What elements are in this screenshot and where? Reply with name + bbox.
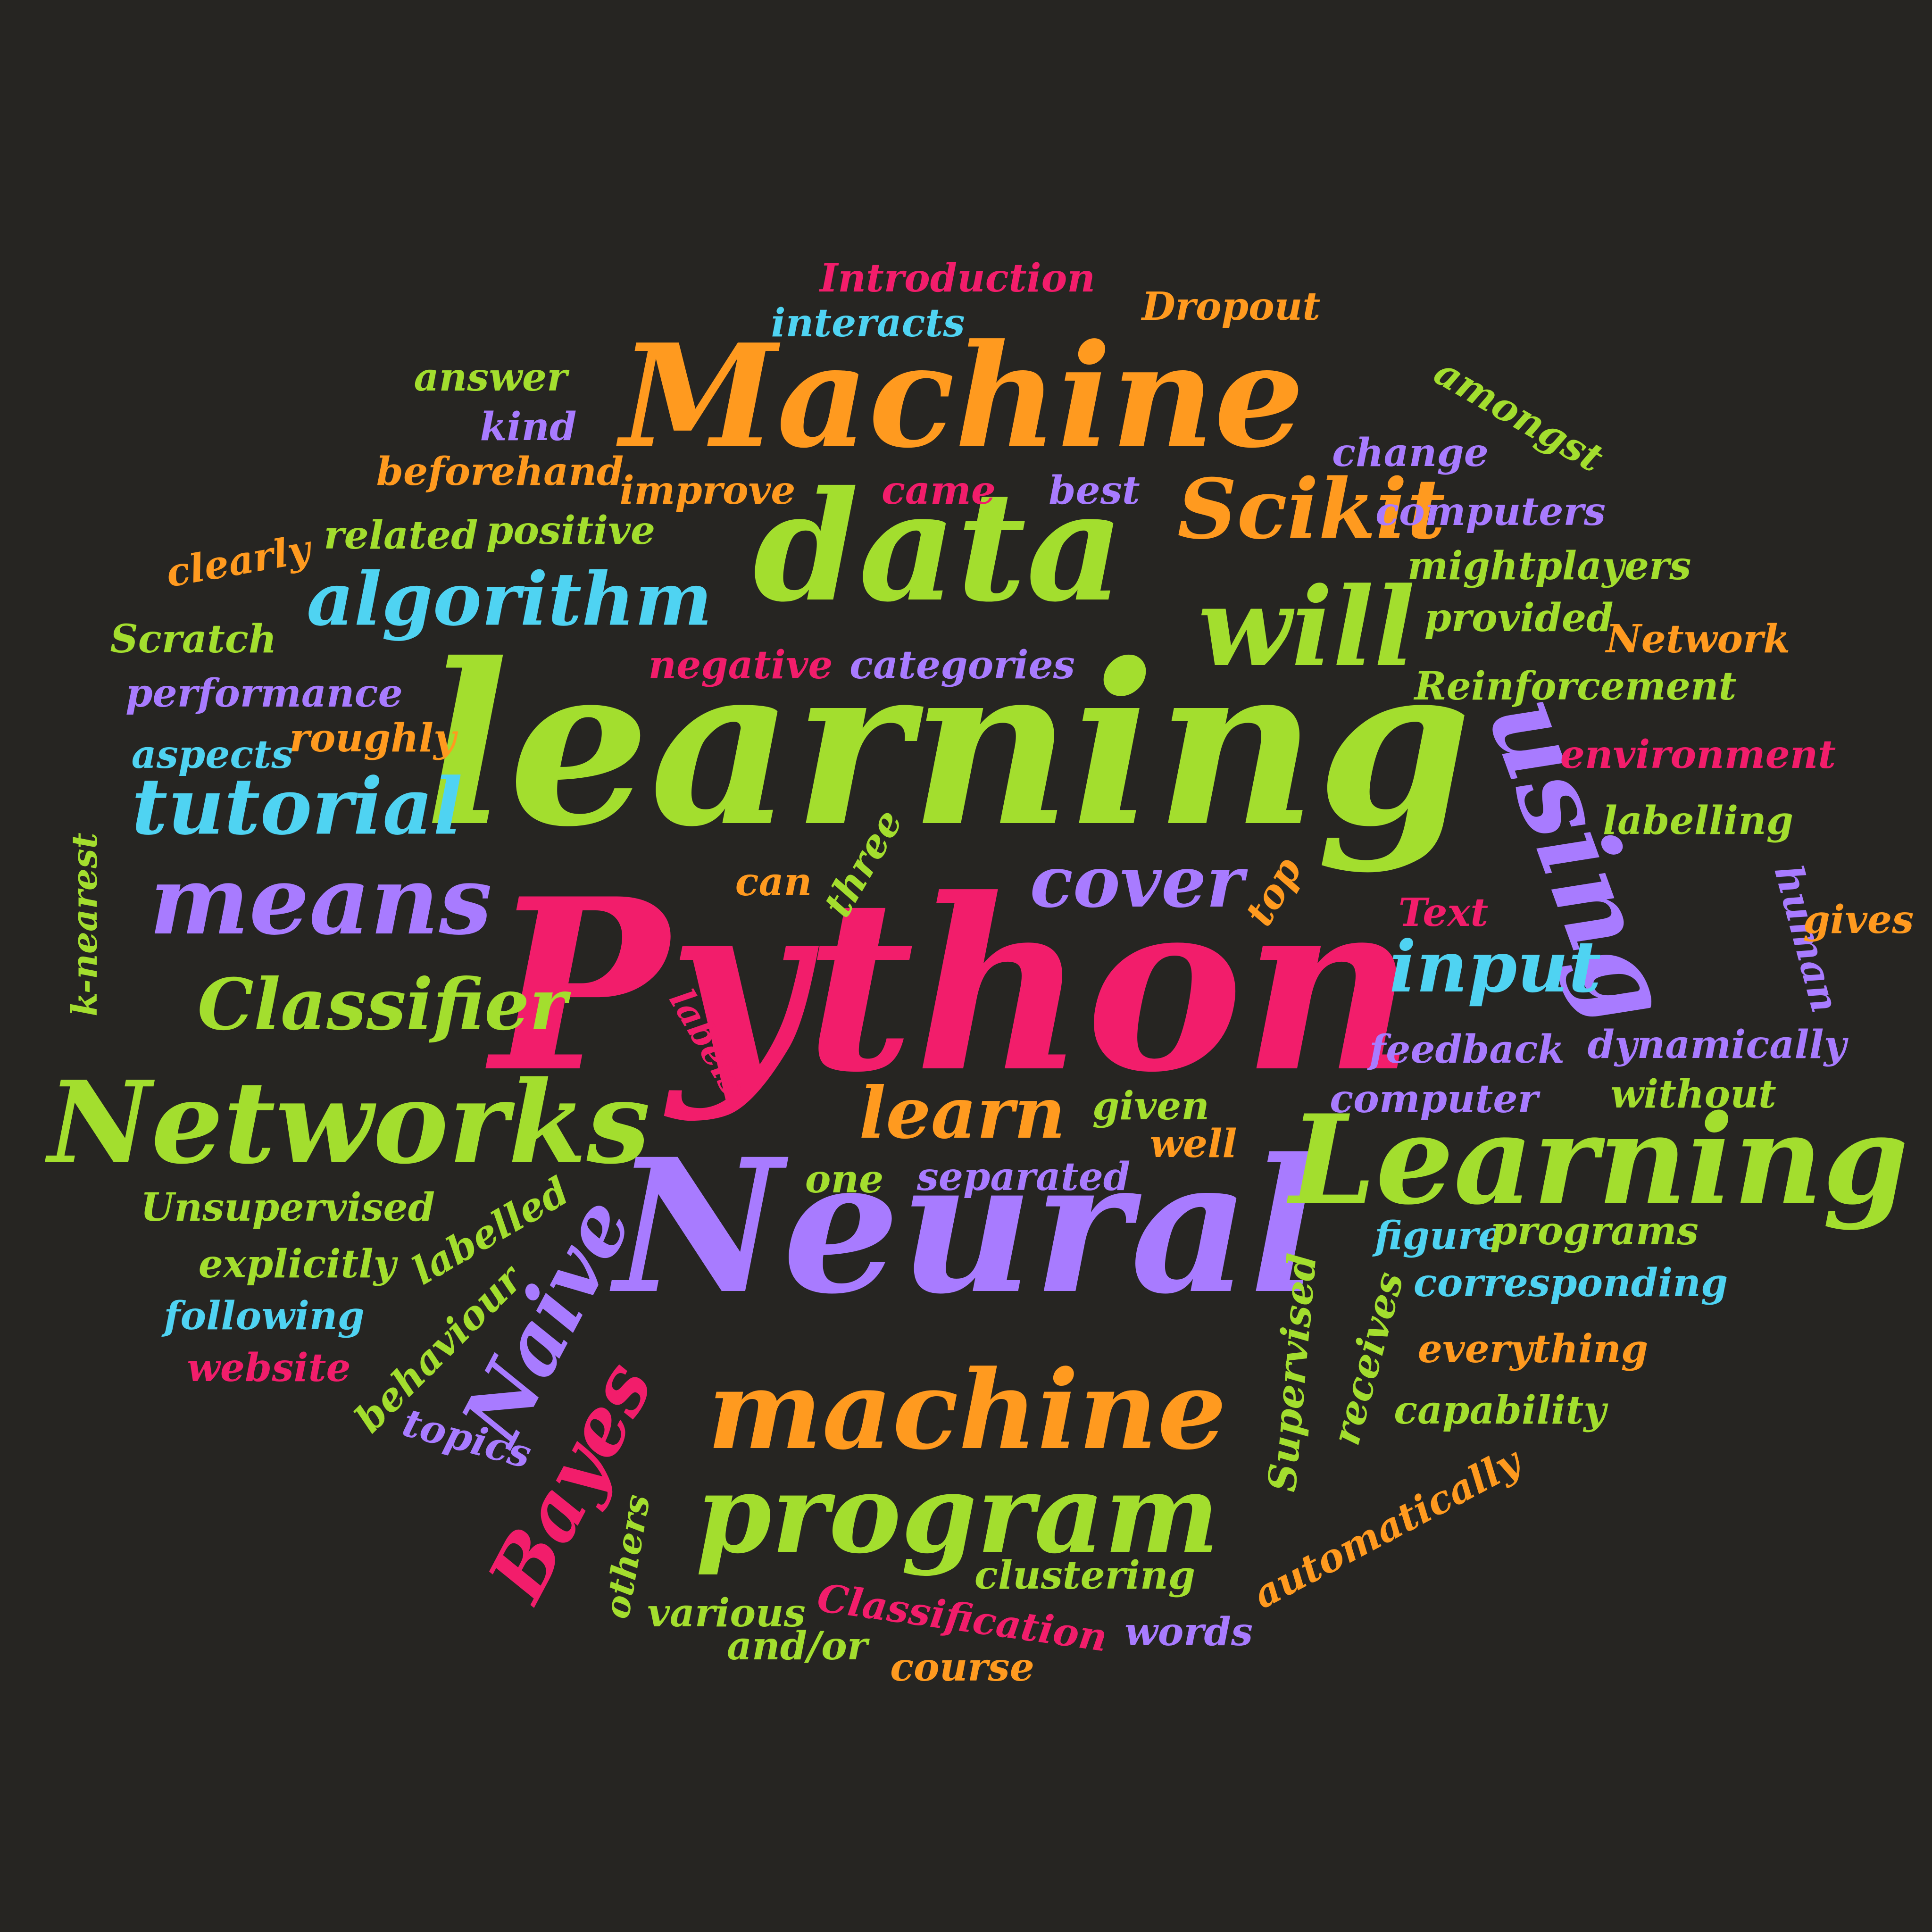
word-related: related [324, 513, 478, 558]
word-one: one [805, 1157, 884, 1202]
word-neural: Neural [614, 1118, 1320, 1334]
word-k-nearest: k-nearest [65, 833, 105, 1016]
word-unsupervised: Unsupervised [140, 1185, 435, 1230]
word-positive: positive [486, 508, 656, 553]
word-input: input [1389, 925, 1601, 1008]
word-without: without [1610, 1072, 1776, 1117]
word-course: course [890, 1645, 1034, 1690]
word-labelling: labelling [1602, 798, 1794, 843]
word-given: given [1092, 1083, 1209, 1129]
word-computers: computers [1375, 489, 1606, 534]
word-change: change [1332, 430, 1489, 475]
word-machine-title: Machine [620, 313, 1305, 479]
word-categories: categories [849, 642, 1075, 688]
word-website: website [187, 1345, 351, 1391]
word-learn: learn [859, 1072, 1066, 1155]
word-performance: performance [125, 671, 403, 716]
word-python: Python [491, 847, 1415, 1124]
word-negative: negative [648, 642, 833, 688]
word-explicitly: explicitly [198, 1241, 396, 1287]
word-computer: computer [1330, 1076, 1538, 1122]
word-corresponding: corresponding [1413, 1260, 1728, 1306]
word-classifier: Classifier [197, 963, 567, 1046]
word-can: can [735, 859, 812, 905]
word-kind: kind [480, 404, 577, 450]
word-came: came [882, 468, 996, 513]
word-machine: machine [707, 1347, 1227, 1474]
word-players: players [1535, 543, 1691, 589]
word-algorithm: algorithm [307, 556, 712, 642]
word-scikit: Scikit [1177, 461, 1445, 558]
word-scratch: Scratch [110, 616, 277, 662]
word-improve: improve [619, 468, 796, 513]
word-everything: everything [1417, 1326, 1649, 1372]
word-clustering: clustering [974, 1553, 1196, 1598]
word-will: will [1198, 564, 1416, 691]
word-learning-title: Learning [1289, 1088, 1909, 1232]
word-beforehand: beforehand [376, 449, 624, 494]
word-capability: capability [1394, 1388, 1606, 1433]
word-reinforcement: Reinforcement [1414, 664, 1737, 709]
word-dynamically: dynamically [1587, 1022, 1847, 1067]
word-network: Network [1606, 616, 1790, 662]
word-gives: gives [1803, 897, 1914, 942]
word-answer: answer [414, 355, 567, 400]
word-aspects: aspects [131, 732, 293, 777]
word-various: various [647, 1591, 806, 1636]
word-feedback: feedback [1369, 1027, 1565, 1072]
word-roughly: roughly [289, 716, 456, 761]
word-figure: figure [1374, 1213, 1503, 1258]
word-clearly: clearly [162, 526, 314, 597]
word-might: might [1407, 543, 1536, 589]
word-best: best [1049, 468, 1140, 513]
word-following: following [164, 1293, 365, 1339]
word-programs: programs [1490, 1208, 1699, 1254]
word-words: words [1124, 1609, 1253, 1655]
word-environment: environment [1560, 732, 1836, 777]
word-text: Text [1398, 890, 1489, 935]
word-networks: Networks [48, 1056, 650, 1189]
word-tutorial: tutorial [132, 760, 463, 852]
word-dropout: Dropout [1141, 284, 1321, 329]
word-and-or: and/or [727, 1624, 867, 1669]
word-introduction: Introduction [820, 256, 1095, 301]
word-means: means [149, 845, 492, 956]
word-separated: separated [916, 1154, 1131, 1199]
word-learning: learning [424, 615, 1472, 875]
word-cover: cover [1030, 841, 1244, 924]
word-interacts: interacts [771, 300, 965, 346]
word-provided: provided [1424, 595, 1614, 641]
word-data: data [753, 458, 1124, 635]
word-well: well [1149, 1121, 1237, 1166]
word-program: program [696, 1450, 1219, 1578]
